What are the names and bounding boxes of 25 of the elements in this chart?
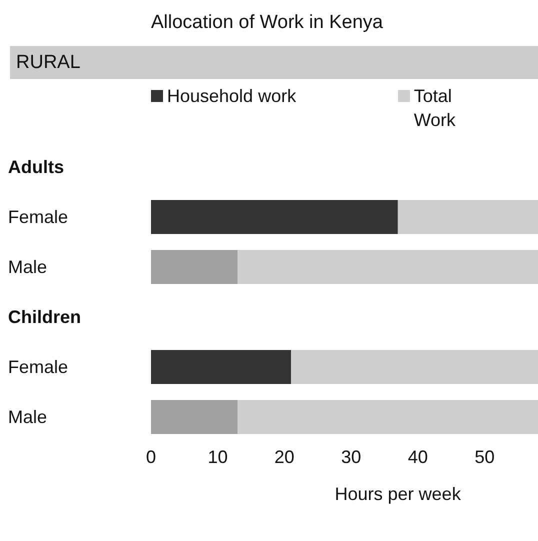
- bar: [238, 250, 538, 284]
- x-tick-label: 40: [408, 446, 428, 467]
- x-tick-label: 10: [208, 446, 228, 467]
- y-tick-label: Children: [8, 307, 82, 327]
- legend-label: Household work: [167, 85, 296, 108]
- x-tick-label: 50: [474, 446, 495, 467]
- legend-label: Total Work: [414, 85, 457, 132]
- x-axis-title: Hours per week: [334, 484, 462, 505]
- bar: [151, 200, 398, 234]
- x-tick-label: 20: [274, 446, 294, 467]
- bar: [151, 350, 292, 384]
- bar: [151, 400, 238, 434]
- x-tick-label: 0: [146, 446, 156, 467]
- chart-title: Allocation of Work in Kenya: [151, 12, 383, 34]
- bar: [398, 200, 538, 234]
- y-tick-label: Female: [8, 357, 68, 377]
- y-tick-label: Male: [8, 257, 48, 277]
- bar: [238, 400, 538, 434]
- text: RURAL: [10, 46, 538, 79]
- y-tick-label: Adults: [8, 157, 64, 177]
- bar: [291, 350, 538, 384]
- x-tick-label: 30: [341, 446, 362, 467]
- y-tick-label: Female: [8, 207, 68, 227]
- y-tick-label: Male: [8, 407, 48, 427]
- bar: [151, 250, 238, 284]
